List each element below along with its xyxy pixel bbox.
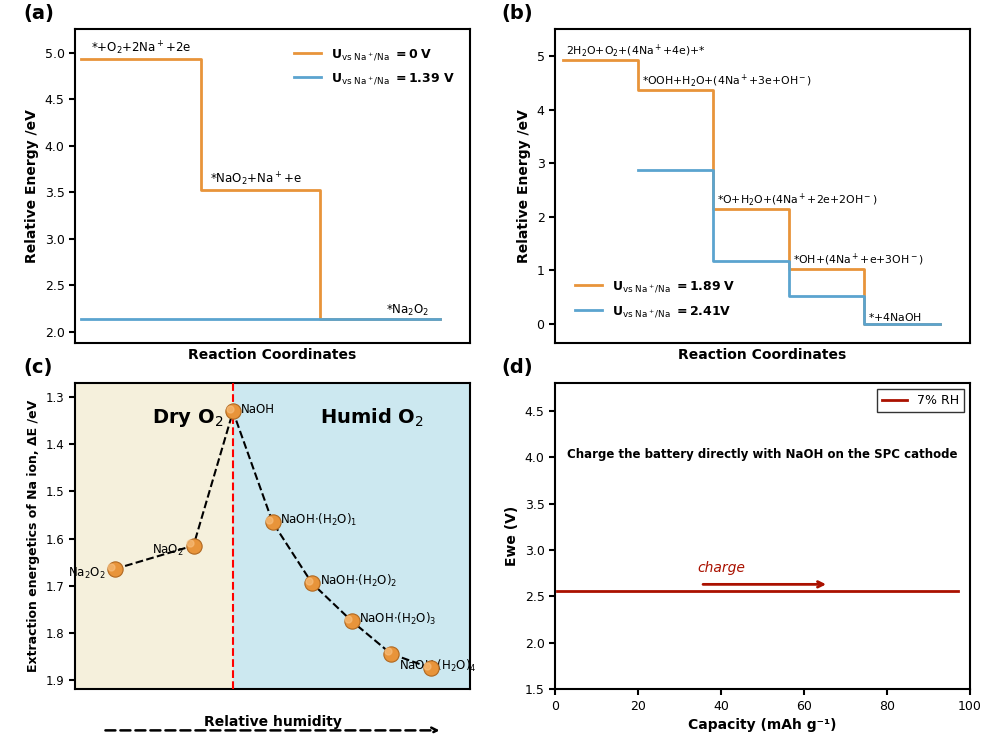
Text: Dry O$_2$: Dry O$_2$ <box>152 408 224 429</box>
Text: Na$_2$O$_2$: Na$_2$O$_2$ <box>68 566 105 581</box>
Text: $*$Na$_2$O$_2$: $*$Na$_2$O$_2$ <box>386 302 430 318</box>
Text: (b): (b) <box>501 4 533 24</box>
X-axis label: Reaction Coordinates: Reaction Coordinates <box>678 349 847 363</box>
Text: NaOH$\cdot$(H$_2$O)$_3$: NaOH$\cdot$(H$_2$O)$_3$ <box>359 610 437 626</box>
Legend: $\mathbf{U}_{\mathsf{vs\ Na^+/Na}}$ $\mathbf{= 0\ V}$, $\mathbf{U}_{\mathsf{vs\ : $\mathbf{U}_{\mathsf{vs\ Na^+/Na}}$ $\ma… <box>289 42 460 91</box>
Bar <box>233 383 470 689</box>
Y-axis label: Relative Energy /eV: Relative Energy /eV <box>517 109 531 263</box>
Text: $*$+4NaOH: $*$+4NaOH <box>868 311 922 323</box>
Text: 2H$_2$O+O$_2$+(4Na$^+$+4e)+$*$: 2H$_2$O+O$_2$+(4Na$^+$+4e)+$*$ <box>566 42 706 59</box>
X-axis label: Reaction Coordinates: Reaction Coordinates <box>188 349 357 363</box>
Text: (d): (d) <box>501 358 533 377</box>
Text: $*$OH+(4Na$^+$+e+3OH$^-$): $*$OH+(4Na$^+$+e+3OH$^-$) <box>793 252 923 268</box>
Text: NaO$_2$: NaO$_2$ <box>152 542 184 558</box>
Text: Humid O$_2$: Humid O$_2$ <box>320 406 424 428</box>
Text: $*$OOH+H$_2$O+(4Na$^+$+3e+OH$^-$): $*$OOH+H$_2$O+(4Na$^+$+3e+OH$^-$) <box>642 72 812 89</box>
Y-axis label: Extraction energetics of Na ion, ΔE /eV: Extraction energetics of Na ion, ΔE /eV <box>27 400 40 672</box>
Text: $*$+O$_2$+2Na$^+$+2e: $*$+O$_2$+2Na$^+$+2e <box>91 40 191 57</box>
Text: $*$NaO$_2$+Na$^+$+e: $*$NaO$_2$+Na$^+$+e <box>210 171 302 189</box>
Text: $*$O+H$_2$O+(4Na$^+$+2e+2OH$^-$): $*$O+H$_2$O+(4Na$^+$+2e+2OH$^-$) <box>717 191 878 208</box>
Text: NaOH$\cdot$(H$_2$O)$_1$: NaOH$\cdot$(H$_2$O)$_1$ <box>280 511 358 528</box>
X-axis label: Capacity (mAh g⁻¹): Capacity (mAh g⁻¹) <box>688 718 837 732</box>
Legend: $\mathbf{U}_{\mathsf{vs\ Na^+/Na}}$ $\mathbf{= 1.89\ V}$, $\mathbf{U}_{\mathsf{v: $\mathbf{U}_{\mathsf{vs\ Na^+/Na}}$ $\ma… <box>570 274 740 324</box>
Text: (a): (a) <box>24 4 55 24</box>
Text: NaOH: NaOH <box>241 402 275 416</box>
Y-axis label: Relative Energy /eV: Relative Energy /eV <box>25 109 39 263</box>
Text: (c): (c) <box>24 358 53 377</box>
Legend: 7% RH: 7% RH <box>877 389 964 413</box>
Text: charge: charge <box>697 561 745 575</box>
Text: NaOH$\cdot$(H$_2$O)$_2$: NaOH$\cdot$(H$_2$O)$_2$ <box>320 573 397 589</box>
Bar <box>75 383 233 689</box>
Y-axis label: Ewe (V): Ewe (V) <box>505 506 519 566</box>
Text: Charge the battery directly with NaOH on the SPC cathode: Charge the battery directly with NaOH on… <box>567 448 958 461</box>
Text: Relative humidity: Relative humidity <box>204 715 341 729</box>
Text: NaOH$\cdot$(H$_2$O)$_4$: NaOH$\cdot$(H$_2$O)$_4$ <box>399 657 477 674</box>
